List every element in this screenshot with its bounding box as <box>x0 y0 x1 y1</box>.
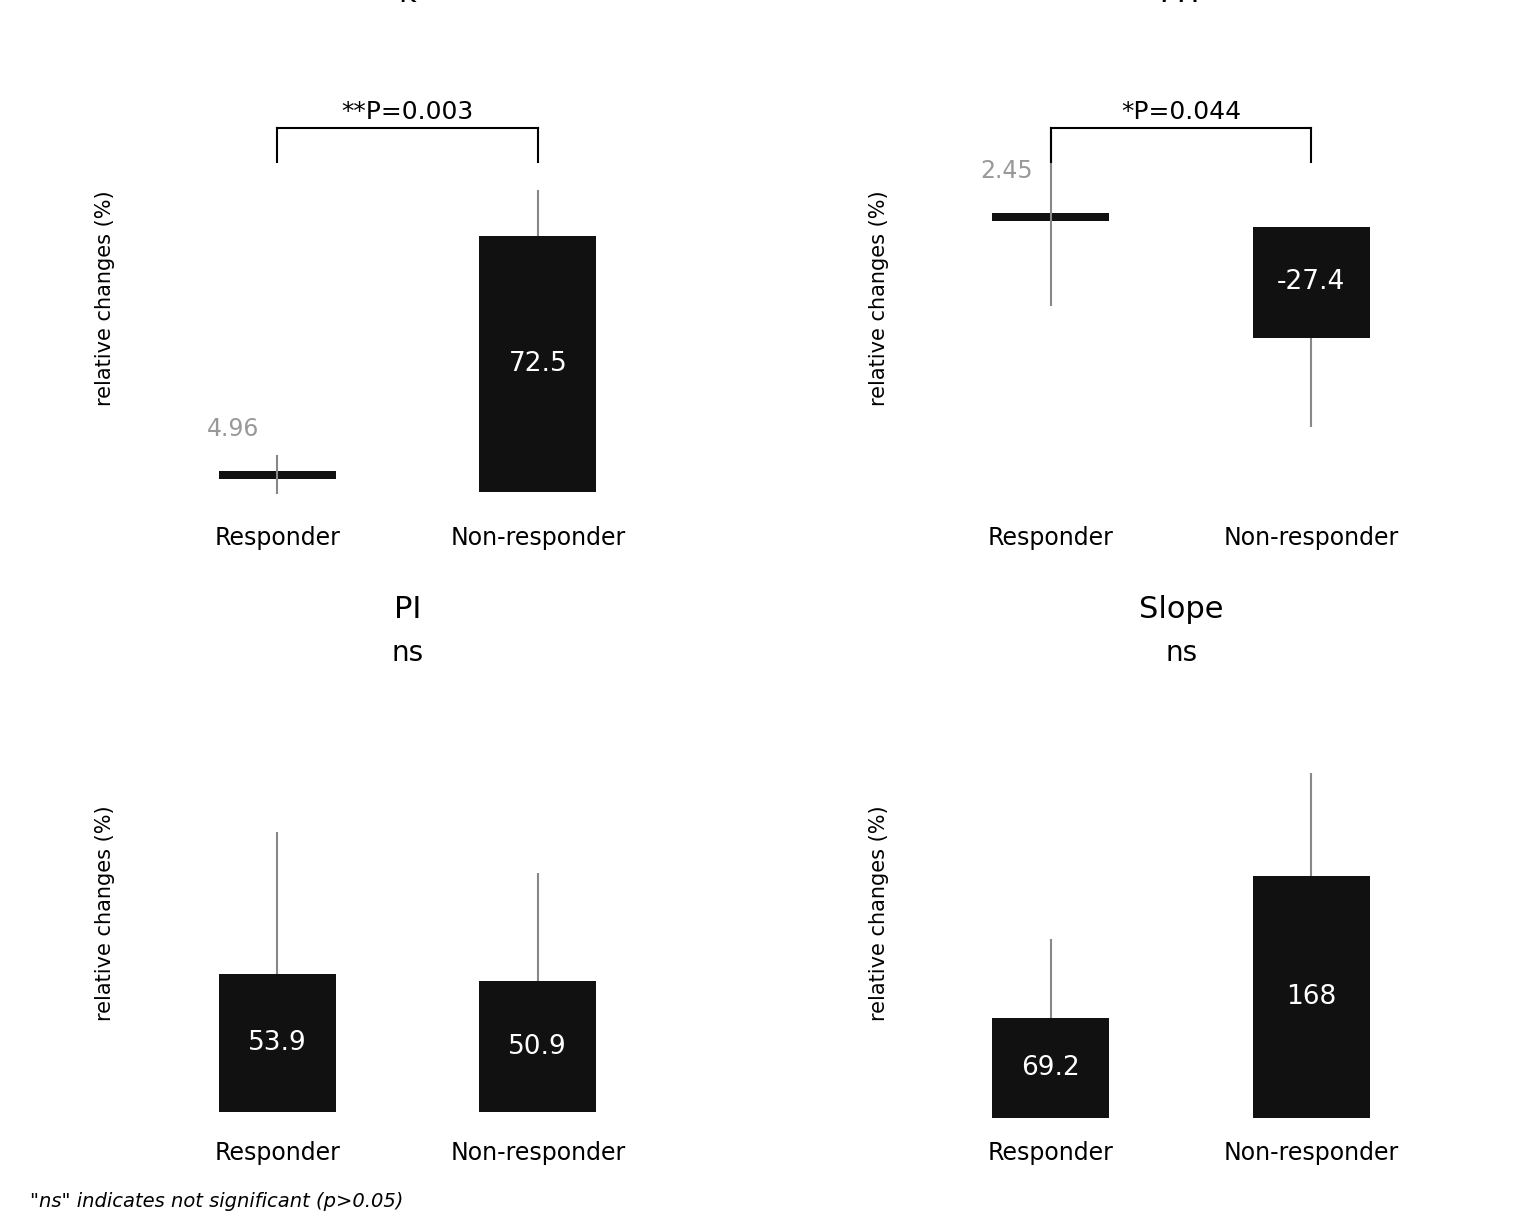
Text: "ns" indicates not significant (p>0.05): "ns" indicates not significant (p>0.05) <box>30 1191 404 1211</box>
Bar <box>993 213 1109 221</box>
Text: 50.9: 50.9 <box>508 1033 567 1060</box>
Bar <box>1253 227 1369 338</box>
Text: ns: ns <box>1165 638 1197 667</box>
Y-axis label: relative changes (%): relative changes (%) <box>95 805 115 1021</box>
Bar <box>993 1019 1109 1118</box>
Text: 2.45: 2.45 <box>980 159 1033 183</box>
Text: 69.2: 69.2 <box>1021 1055 1080 1081</box>
Y-axis label: relative changes (%): relative changes (%) <box>95 190 115 406</box>
Y-axis label: relative changes (%): relative changes (%) <box>868 805 890 1021</box>
Text: ns: ns <box>392 638 424 667</box>
Text: 72.5: 72.5 <box>508 351 567 377</box>
Y-axis label: relative changes (%): relative changes (%) <box>868 190 890 406</box>
Title: k: k <box>399 0 416 9</box>
Bar <box>480 236 596 492</box>
Text: 53.9: 53.9 <box>248 1030 307 1055</box>
Title: TTP: TTP <box>1154 0 1209 9</box>
Text: **P=0.003: **P=0.003 <box>342 100 474 124</box>
Bar <box>1253 877 1369 1118</box>
Bar <box>480 981 596 1112</box>
Text: 168: 168 <box>1286 985 1336 1010</box>
Title: Slope: Slope <box>1139 594 1224 624</box>
Title: PI: PI <box>393 594 421 624</box>
Text: *P=0.044: *P=0.044 <box>1121 100 1241 124</box>
Text: -27.4: -27.4 <box>1277 269 1345 296</box>
Bar <box>219 974 336 1112</box>
Bar <box>219 471 336 478</box>
Text: 4.96: 4.96 <box>207 417 259 440</box>
